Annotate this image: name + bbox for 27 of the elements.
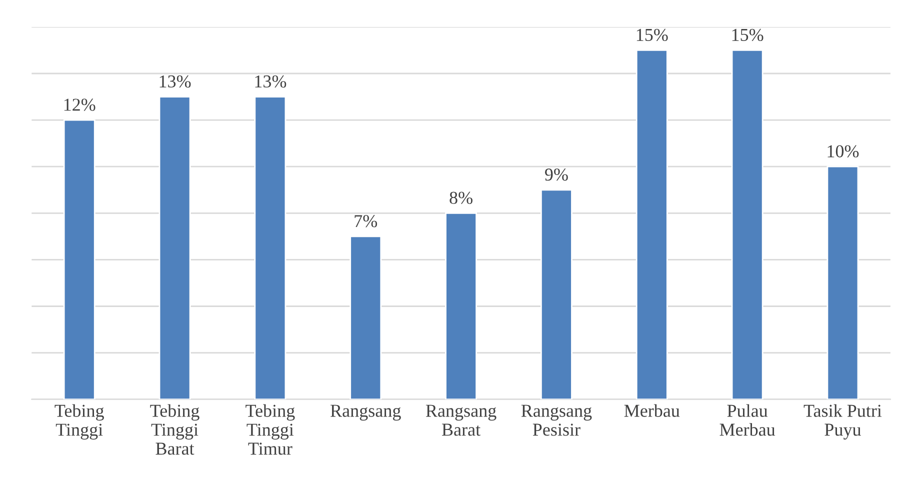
bar [731,50,764,400]
bar [63,119,96,400]
data-label: 9% [545,168,568,181]
bar [158,96,191,400]
x-tick-label: Tasik Putri Puyu [804,404,882,440]
x-tick-label: Tebing Tinggi Barat [150,404,200,455]
data-label: 15% [636,28,668,42]
bar [826,166,859,400]
data-label: 8% [450,192,472,204]
data-label: 12% [64,98,96,111]
x-tick-label: Rangsang Barat [426,404,496,436]
x-tick-label: Tebing Tinggi Timur [246,404,295,455]
data-label: 13% [160,75,191,88]
bar [254,96,286,400]
bar [445,212,478,400]
x-tick-label: Pulau Merbau [720,404,776,436]
bar [350,236,382,400]
data-label: 10% [828,145,859,158]
data-label: 7% [354,215,378,228]
x-tick-label: Tebing Tinggi [54,404,104,440]
bar [636,50,668,400]
data-label: 13% [255,75,286,88]
x-tick-label: Rangsang Pesisir [521,404,592,436]
x-tick-label: Merbau [624,404,680,417]
x-tick-label: Rangsang [330,404,401,421]
bar [540,189,572,400]
data-label: 15% [732,28,764,42]
